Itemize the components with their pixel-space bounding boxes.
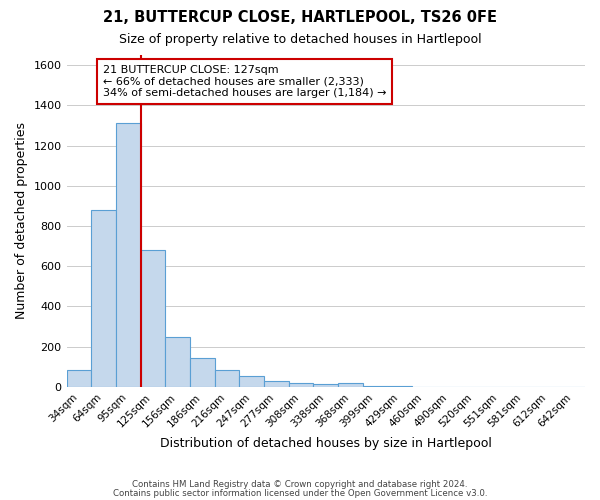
Text: 21 BUTTERCUP CLOSE: 127sqm
← 66% of detached houses are smaller (2,333)
34% of s: 21 BUTTERCUP CLOSE: 127sqm ← 66% of deta… <box>103 65 386 98</box>
Bar <box>239 376 264 387</box>
Bar <box>165 336 190 387</box>
Bar <box>190 358 215 387</box>
Bar <box>363 386 388 387</box>
Text: 21, BUTTERCUP CLOSE, HARTLEPOOL, TS26 0FE: 21, BUTTERCUP CLOSE, HARTLEPOOL, TS26 0F… <box>103 10 497 25</box>
Bar <box>215 370 239 387</box>
Y-axis label: Number of detached properties: Number of detached properties <box>15 122 28 320</box>
Bar <box>116 124 140 387</box>
Bar <box>289 383 313 387</box>
Bar <box>388 386 412 387</box>
Bar <box>67 370 91 387</box>
Text: Size of property relative to detached houses in Hartlepool: Size of property relative to detached ho… <box>119 32 481 46</box>
Bar <box>91 210 116 387</box>
X-axis label: Distribution of detached houses by size in Hartlepool: Distribution of detached houses by size … <box>160 437 492 450</box>
Text: Contains HM Land Registry data © Crown copyright and database right 2024.: Contains HM Land Registry data © Crown c… <box>132 480 468 489</box>
Bar <box>338 384 363 387</box>
Bar <box>313 384 338 387</box>
Text: Contains public sector information licensed under the Open Government Licence v3: Contains public sector information licen… <box>113 488 487 498</box>
Bar <box>140 250 165 387</box>
Bar <box>264 381 289 387</box>
